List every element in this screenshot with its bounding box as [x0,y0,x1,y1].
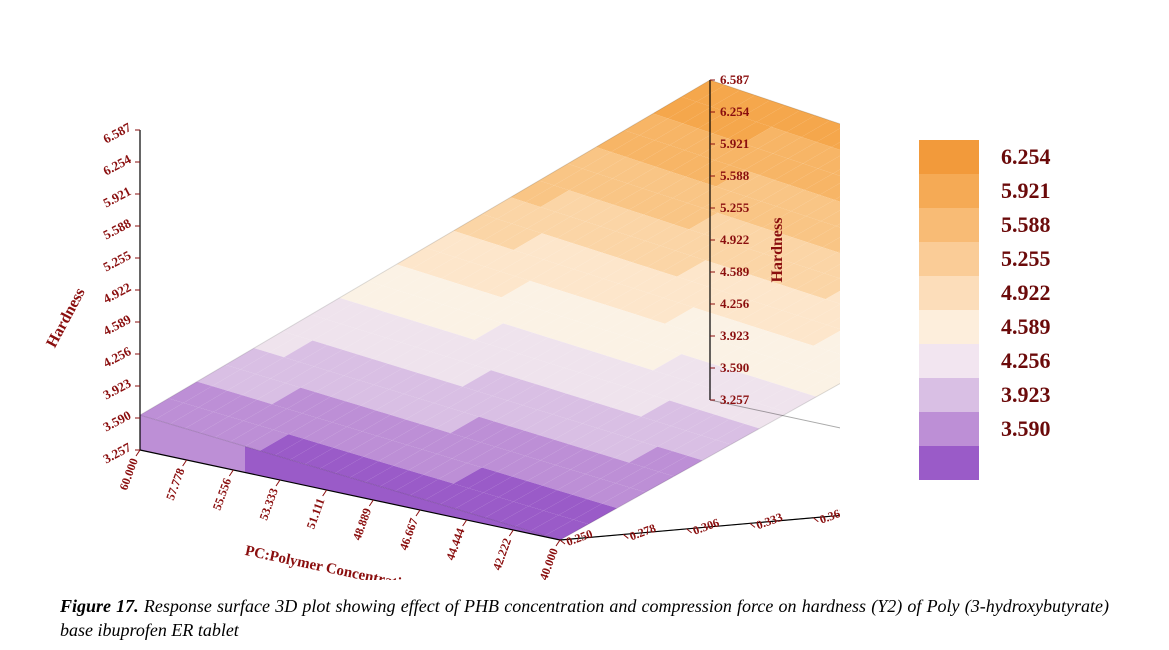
legend-row: 6.254 [919,140,1109,174]
svg-text:51.111: 51.111 [303,496,327,531]
svg-text:6.587: 6.587 [720,72,750,87]
svg-text:3.257: 3.257 [720,392,750,407]
legend-row: 3.590 [919,412,1109,446]
legend-row: 5.255 [919,242,1109,276]
svg-text:3.923: 3.923 [720,328,750,343]
svg-text:46.667: 46.667 [396,516,420,552]
svg-text:6.587: 6.587 [101,119,134,146]
legend-label: 4.589 [1001,314,1051,340]
legend-label: 4.256 [1001,348,1051,374]
svg-text:53.333: 53.333 [256,486,280,522]
svg-text:4.256: 4.256 [720,296,750,311]
svg-text:0.278: 0.278 [628,521,658,543]
svg-text:60.000: 60.000 [116,456,140,492]
legend-swatch [919,310,979,344]
svg-text:0.306: 0.306 [691,515,721,537]
svg-text:48.889: 48.889 [350,506,374,542]
svg-text:4.922: 4.922 [101,279,134,306]
svg-text:PC:Polymer Concentration: PC:Polymer Concentration [244,543,419,580]
svg-text:42.222: 42.222 [490,536,514,572]
svg-text:5.588: 5.588 [720,168,750,183]
plot-3d-surface: 3.257 3.590 3.923 4.256 4.589 4.922 5.255 5.588… [40,20,840,580]
svg-text:3.590: 3.590 [720,360,749,375]
legend-label: 3.590 [1001,416,1051,442]
svg-text:Hardness: Hardness [43,285,88,350]
svg-text:5.921: 5.921 [101,183,134,210]
surface-svg: 3.257 3.590 3.923 4.256 4.589 4.922 5.255 5.588… [40,20,840,580]
legend-swatch [919,140,979,174]
legend-row: 3.923 [919,378,1109,412]
legend-row: 4.922 [919,276,1109,310]
svg-text:55.556: 55.556 [210,476,234,512]
legend-label: 6.254 [1001,144,1051,170]
svg-text:3.590: 3.590 [101,407,134,434]
svg-text:3.923: 3.923 [101,375,134,402]
svg-text:0.333: 0.333 [754,510,784,532]
legend-row: 4.256 [919,344,1109,378]
svg-text:44.444: 44.444 [443,526,467,562]
legend-label: 4.922 [1001,280,1051,306]
svg-text:4.256: 4.256 [101,343,134,370]
legend-swatch [919,446,979,480]
svg-text:57.778: 57.778 [163,466,187,502]
svg-text:5.921: 5.921 [720,136,749,151]
legend-swatch [919,242,979,276]
svg-text:40.000: 40.000 [536,546,560,580]
svg-text:5.588: 5.588 [101,215,134,242]
legend-label: 5.588 [1001,212,1051,238]
figure-caption: Figure 17. Response surface 3D plot show… [60,595,1109,642]
legend-swatch [919,344,979,378]
legend-label: 5.255 [1001,246,1051,272]
color-legend: 6.254 5.921 5.588 5.255 4.922 4.589 4.256 3.923… [919,140,1109,480]
legend-swatch [919,412,979,446]
svg-text:4.589: 4.589 [720,264,750,279]
legend-row [919,446,1109,480]
legend-label: 3.923 [1001,382,1051,408]
legend-row: 4.589 [919,310,1109,344]
svg-text:5.255: 5.255 [101,247,134,274]
svg-text:5.255: 5.255 [720,200,750,215]
svg-text:6.254: 6.254 [101,151,134,178]
legend-swatch [919,174,979,208]
svg-text:4.589: 4.589 [101,311,134,338]
legend-row: 5.588 [919,208,1109,242]
legend-swatch [919,378,979,412]
legend-swatch [919,276,979,310]
legend-swatch [919,208,979,242]
figure-stage: 3.257 3.590 3.923 4.256 4.589 4.922 5.255 5.588… [0,0,1169,650]
figure-number: Figure 17. [60,596,139,616]
caption-text: Response surface 3D plot showing effect … [60,596,1109,639]
svg-text:0.361: 0.361 [818,504,840,526]
legend-row: 5.921 [919,174,1109,208]
svg-text:6.254: 6.254 [720,104,750,119]
legend-label: 5.921 [1001,178,1051,204]
svg-text:4.922: 4.922 [720,232,749,247]
svg-text:Hardness: Hardness [769,218,786,283]
